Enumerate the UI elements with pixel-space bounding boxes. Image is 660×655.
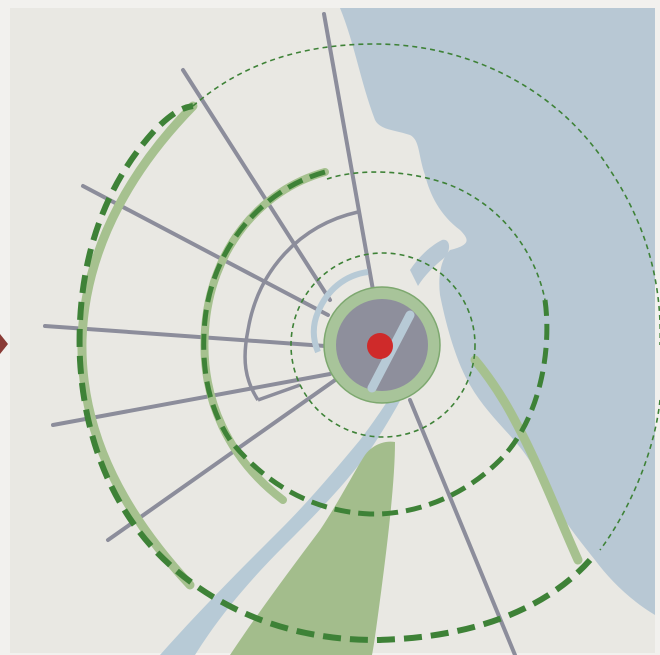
- road-west-southwest: [51, 372, 332, 427]
- dashed-distance-rings: [76, 43, 660, 644]
- hub-arc-light: [310, 269, 369, 354]
- road-southwest: [106, 376, 340, 542]
- road-northwest: [181, 68, 332, 302]
- road-west: [43, 324, 327, 348]
- map-content: [0, 8, 660, 655]
- river: [160, 390, 405, 655]
- road-west-northwest: [81, 184, 330, 317]
- distance-ring-outer-thin: [192, 43, 660, 345]
- distance-ring-outer-thick: [76, 103, 593, 644]
- road-north: [322, 12, 375, 292]
- water-inlet: [410, 239, 450, 286]
- distance-ring-middle-thick: [228, 299, 550, 517]
- park-area: [230, 441, 395, 655]
- radial-roads: [43, 12, 517, 655]
- left-arrow-marker-icon[interactable]: [0, 334, 8, 354]
- distance-ring-middle-west-thick: [201, 169, 326, 442]
- distance-ring-outer-thin-east: [599, 399, 660, 551]
- road-southeast: [408, 398, 517, 655]
- water-body: [340, 8, 655, 615]
- distance-ring-middle-thin: [326, 171, 546, 301]
- ring-road-segment: [257, 383, 301, 402]
- ring-road-inner: [243, 210, 359, 401]
- distance-ring-inner: [290, 252, 476, 438]
- red-dot-icon[interactable]: [367, 333, 393, 359]
- green-belt-east: [470, 355, 583, 565]
- center-hub[interactable]: [323, 286, 441, 404]
